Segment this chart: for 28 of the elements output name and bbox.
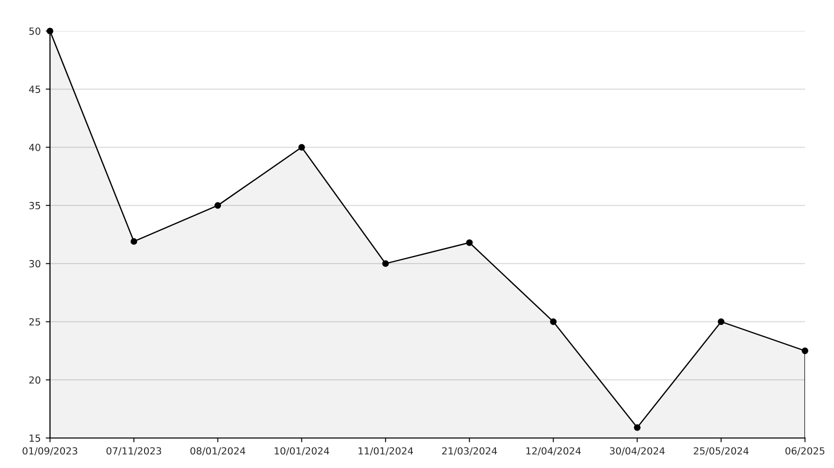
x-tick-label: 08/01/2024 [190,447,246,456]
y-tick-label: 40 [29,144,40,152]
point [298,144,305,151]
x-tick-label: 11/01/2024 [358,447,414,456]
x-tick-label: 12/04/2024 [526,447,581,456]
x-tick-label: 30/04/2024 [610,447,665,456]
point [466,239,473,246]
x-tick-label: 06/2025 [785,447,824,456]
y-tick-label: 15 [30,434,40,442]
point [382,260,389,267]
point [130,238,138,245]
x-tick-label: 25/05/2024 [694,447,749,456]
y-tick-label: 25 [29,318,40,326]
point [634,424,641,431]
y-tick-label: 20 [29,376,40,384]
x-tick-label: 21/03/2024 [442,447,497,456]
point [46,28,54,34]
y-tick-label: 35 [29,202,40,210]
point [550,318,557,326]
x-tick-label: 07/11/2023 [106,447,162,456]
x-tick-label: 01/09/2023 [22,447,78,456]
point [718,318,724,326]
x-tick-label: 10/01/2024 [274,447,330,456]
y-tick-label: 45 [29,86,40,93]
y-tick-label: 50 [29,27,40,35]
y-tick-label: 30 [29,260,40,268]
point [802,347,808,354]
point [214,202,222,209]
